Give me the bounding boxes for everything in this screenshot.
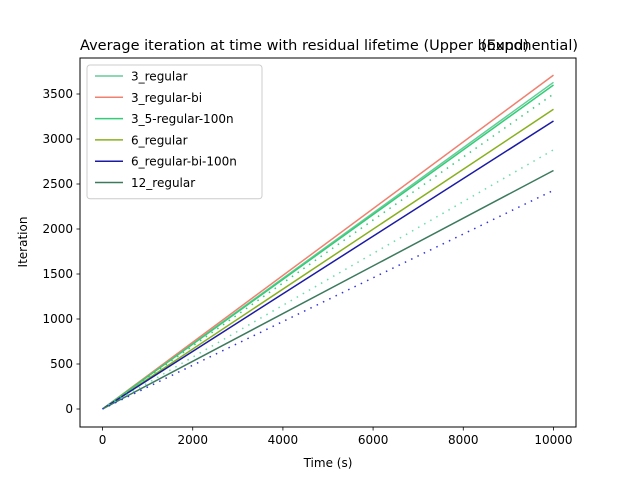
legend-label-3_5-regular-100n: 3_5-regular-100n [131, 112, 234, 126]
x-tick-label: 4000 [268, 433, 299, 447]
y-axis-label: Iteration [16, 217, 30, 268]
y-tick-label: 2000 [42, 222, 73, 236]
y-tick-label: 1500 [42, 267, 73, 281]
x-axis-label: Time (s) [303, 456, 353, 470]
series-line-6_regular-bi-100n [102, 120, 554, 410]
x-axis: 0 2000 4000 6000 8000 10000 [99, 427, 573, 447]
legend-label-3_regular-bi: 3_regular-bi [131, 91, 202, 105]
series-line-12_regular [102, 169, 554, 410]
y-tick-label: 500 [50, 357, 73, 371]
x-tick-label: 10000 [534, 433, 572, 447]
y-tick-label: 3000 [42, 132, 73, 146]
x-tick-label: 8000 [448, 433, 479, 447]
x-tick-label: 0 [99, 433, 107, 447]
chart-title-overlay: (Exponential) [481, 38, 578, 54]
x-tick-label: 6000 [358, 433, 389, 447]
y-tick-label: 3500 [42, 87, 73, 101]
legend-label-6_regular-bi-100n: 6_regular-bi-100n [131, 155, 237, 169]
legend: 3_regular 3_regular-bi 3_5-regular-100n 6_r… [86, 64, 263, 200]
chart-title: Average iteration at time with residual … [80, 38, 529, 54]
y-tick-label: 2500 [42, 177, 73, 191]
series-line-3_regular-bi [102, 74, 554, 410]
series-line-dotted-7 [102, 149, 554, 410]
plot-area [102, 74, 554, 410]
y-tick-label: 0 [65, 402, 73, 416]
legend-label-3_regular: 3_regular [131, 70, 188, 84]
series-line-3_5-regular-100n [102, 84, 554, 410]
x-tick-label: 2000 [177, 433, 208, 447]
series-line-6_regular [102, 108, 554, 410]
plot-frame [79, 57, 577, 428]
legend-label-6_regular: 6_regular [131, 133, 188, 147]
series-line-dotted-6 [102, 93, 554, 410]
legend-label-12_regular: 12_regular [131, 176, 195, 190]
y-axis: 0 500 1000 1500 2000 2500 3000 3500 [42, 87, 80, 416]
y-tick-label: 1000 [42, 312, 73, 326]
legend-box [86, 64, 263, 200]
